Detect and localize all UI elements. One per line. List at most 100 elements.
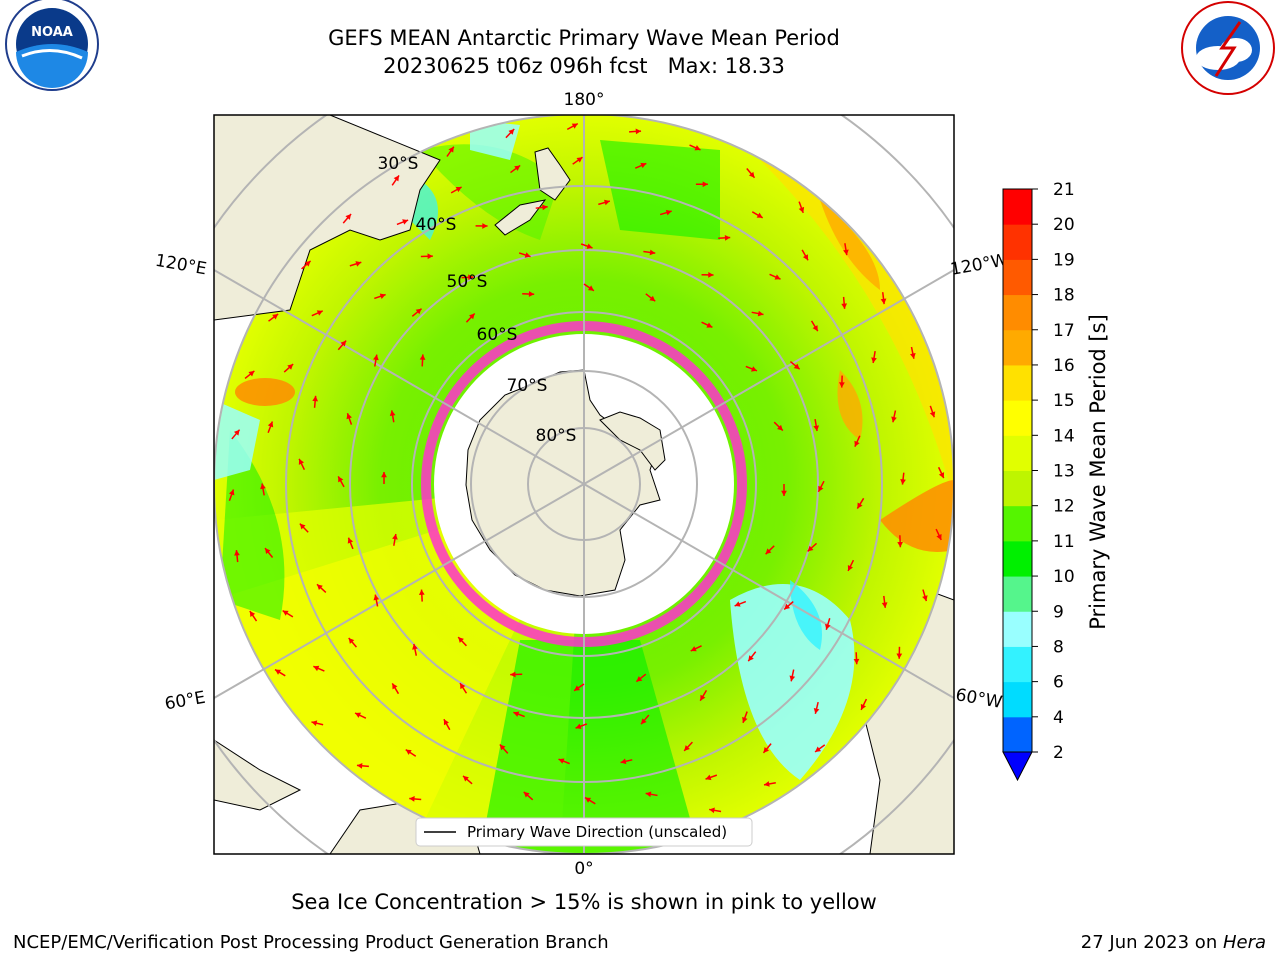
wave-direction-arrowhead bbox=[304, 260, 311, 267]
lon-label-60e: 60°E bbox=[163, 688, 207, 715]
wave-direction-arrowhead bbox=[272, 314, 279, 320]
wave-direction-arrowhead bbox=[514, 165, 521, 171]
wave-direction-arrowhead bbox=[734, 601, 741, 607]
wave-direction-arrowhead bbox=[636, 676, 643, 682]
wave-direction-arrowhead bbox=[900, 479, 906, 485]
wave-direction-arrowhead bbox=[802, 254, 809, 261]
colorbar-segment bbox=[1003, 611, 1032, 647]
nws-logo-icon bbox=[1181, 1, 1275, 95]
wave-direction-arrowhead bbox=[340, 340, 347, 347]
wave-direction-arrowhead bbox=[542, 204, 548, 211]
wave-direction-arrowhead bbox=[841, 303, 848, 309]
wave-direction-arrowhead bbox=[313, 665, 320, 672]
wave-direction-arrowhead bbox=[847, 564, 854, 571]
wave-direction-arrowhead bbox=[757, 310, 764, 317]
colorbar-tick-label: 15 bbox=[1053, 391, 1075, 411]
wave-direction-arrowhead bbox=[708, 272, 714, 278]
lat-label-50s: 50°S bbox=[447, 272, 488, 292]
wave-direction-arrowhead bbox=[880, 298, 887, 305]
wave-direction-arrowhead bbox=[381, 472, 387, 478]
wave-direction-arrowhead bbox=[929, 411, 936, 418]
wave-direction-arrowhead bbox=[287, 364, 294, 370]
colorbar-tick-label: 21 bbox=[1053, 180, 1075, 200]
noaa-logo-icon: NOAA bbox=[5, 0, 99, 91]
colorbar-tick-label: 9 bbox=[1053, 602, 1064, 622]
wave-direction-arrowhead bbox=[781, 490, 787, 496]
lat-label-40s: 40°S bbox=[416, 215, 457, 235]
graticule bbox=[214, 115, 954, 854]
wave-direction-arrowhead bbox=[815, 746, 822, 752]
wave-direction-arrowhead bbox=[558, 758, 565, 764]
wave-direction-arrowhead bbox=[690, 646, 697, 652]
colorbar-tick-label: 14 bbox=[1053, 426, 1075, 446]
lat-label-30s: 30°S bbox=[378, 154, 419, 174]
wave-direction-arrowhead bbox=[468, 274, 474, 281]
wave-direction-arrowhead bbox=[694, 145, 701, 151]
wave-direction-arrowhead bbox=[793, 363, 800, 370]
wave-direction-arrowhead bbox=[427, 253, 433, 260]
wave-direction-arrowhead bbox=[665, 209, 672, 216]
antarctic-peninsula bbox=[599, 411, 666, 471]
wave-direction-arrowhead bbox=[818, 485, 824, 492]
wave-direction-arrowhead bbox=[587, 285, 594, 291]
wave-direction-arrowhead bbox=[763, 746, 770, 753]
wave-direction-arrowhead bbox=[871, 357, 877, 363]
colorbar-tick-label: 10 bbox=[1053, 567, 1075, 587]
wave-direction-arrowhead bbox=[528, 291, 535, 297]
colorbar-tick-label: 19 bbox=[1053, 250, 1075, 270]
wave-direction-arrowhead bbox=[455, 186, 462, 193]
wave-direction-arrowhead bbox=[910, 353, 916, 359]
wave-direction-arrowhead bbox=[260, 483, 266, 490]
wave-direction-arrowhead bbox=[807, 545, 814, 552]
vector-legend: Primary Wave Direction (unscaled) bbox=[415, 817, 753, 847]
wave-direction-arrowhead bbox=[645, 791, 652, 798]
wave-direction-arrowhead bbox=[275, 669, 282, 675]
colorbar-segment bbox=[1003, 259, 1032, 296]
wave-direction-arrowhead bbox=[412, 643, 418, 650]
wave-direction-arrowhead bbox=[267, 421, 274, 428]
colorbar-tick-label: 8 bbox=[1053, 637, 1064, 657]
wave-direction-arrowhead bbox=[705, 774, 712, 781]
chart-title: GEFS MEAN Antarctic Primary Wave Mean Pe… bbox=[328, 26, 840, 50]
wave-direction-arrowhead bbox=[316, 310, 323, 316]
wave-direction-arrowhead bbox=[524, 252, 531, 258]
wave-direction-arrowhead bbox=[312, 395, 319, 402]
wave-direction-arrowhead bbox=[571, 123, 578, 129]
wave-direction-arrowhead bbox=[513, 711, 520, 717]
wave-direction-arrowhead bbox=[789, 675, 796, 682]
wave-direction-arrowhead bbox=[458, 637, 464, 643]
colorbar-segment bbox=[1003, 470, 1032, 507]
lat-label-60s: 60°S bbox=[477, 325, 518, 345]
wave-direction-arrowhead bbox=[763, 781, 770, 787]
colorbar-tick-label: 20 bbox=[1053, 215, 1075, 235]
colorbar-label: Primary Wave Mean Period [s] bbox=[1086, 314, 1110, 630]
wave-direction-arrowhead bbox=[702, 181, 708, 188]
wave-direction-arrowhead bbox=[510, 671, 516, 678]
wave-direction-arrowhead bbox=[282, 610, 289, 616]
wave-direction-arrowhead bbox=[299, 523, 306, 530]
wave-direction-arrowhead bbox=[774, 274, 781, 280]
wave-direction-arrowhead bbox=[298, 458, 305, 465]
wave-direction-arrowhead bbox=[891, 416, 897, 423]
wave-direction-arrowhead bbox=[463, 775, 469, 782]
wave-direction-arrowhead bbox=[620, 758, 627, 765]
wave-direction-arrowhead bbox=[936, 533, 942, 540]
wave-direction-arrowhead bbox=[649, 295, 656, 302]
wave-direction-arrowhead bbox=[576, 157, 583, 163]
wave-direction-arrowhead bbox=[575, 723, 582, 730]
colorbar-segment bbox=[1003, 189, 1032, 225]
wave-direction-arrowhead bbox=[765, 548, 772, 555]
wave-direction-arrowhead bbox=[724, 234, 731, 241]
colorbar-tick-label: 11 bbox=[1053, 532, 1075, 552]
wave-direction-arrowhead bbox=[860, 703, 867, 710]
new-zealand-south bbox=[494, 199, 547, 236]
wave-direction-arrowhead bbox=[700, 694, 706, 701]
wave-direction-arrowhead bbox=[499, 744, 506, 751]
wave-direction-arrowhead bbox=[922, 595, 928, 602]
wave-direction-arrowhead bbox=[854, 440, 860, 447]
wave-direction-arrowhead bbox=[356, 762, 363, 769]
wave-direction-arrowhead bbox=[586, 243, 593, 249]
wave-direction-arrowhead bbox=[379, 293, 386, 299]
wave-direction-arrowhead bbox=[812, 325, 818, 332]
colorbar-segment bbox=[1003, 329, 1032, 366]
